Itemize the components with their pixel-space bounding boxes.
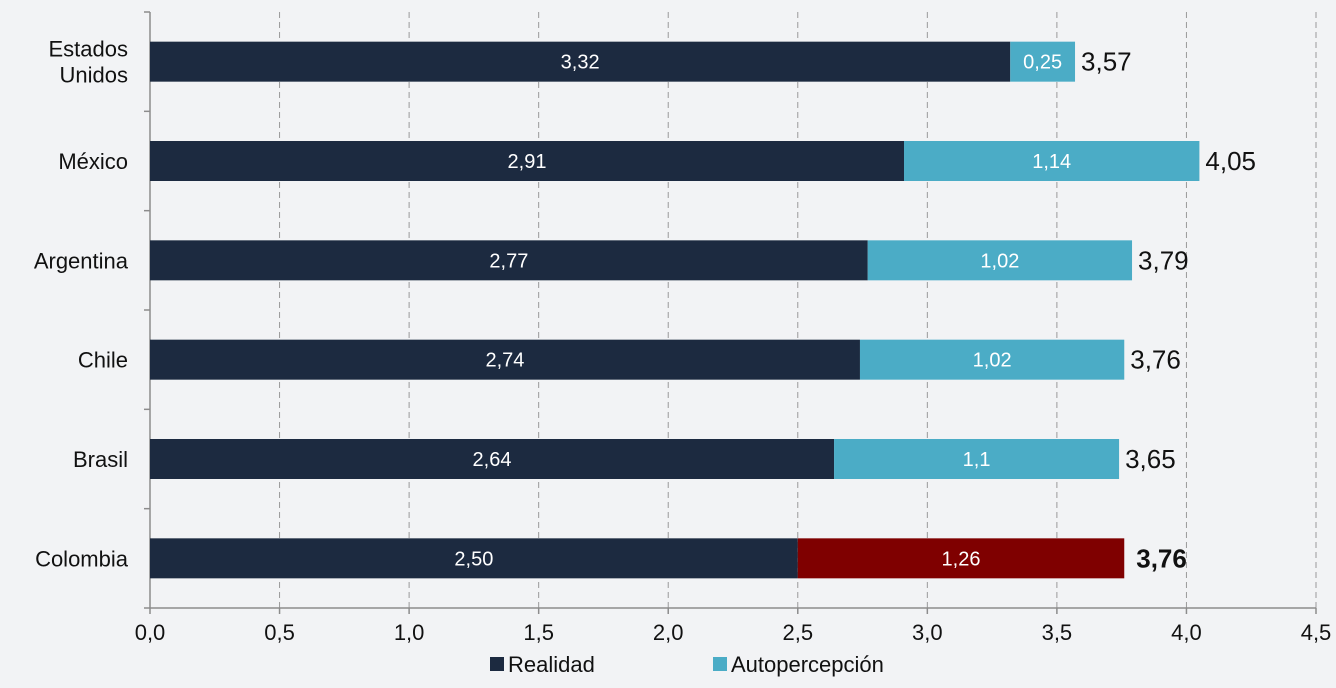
category-label-line: Brasil — [73, 447, 128, 472]
category-label-line: Estados — [49, 37, 129, 62]
category-label: Brasil — [73, 447, 128, 472]
legend-label: Realidad — [508, 652, 595, 677]
data-label-autopercepcion: 1,26 — [942, 548, 981, 570]
bar-autopercepcion — [867, 240, 1133, 281]
total-label: 3,76 — [1136, 543, 1187, 573]
legend-label: Autopercepción — [731, 652, 884, 677]
category-label: Argentina — [34, 248, 129, 273]
grid-lines — [279, 12, 1317, 608]
bar-autopercepcion — [797, 538, 1125, 579]
x-tick-label: 2,0 — [653, 620, 684, 645]
total-label: 3,57 — [1081, 47, 1132, 77]
data-label-autopercepcion: 1,02 — [980, 250, 1019, 272]
category-label-line: Argentina — [34, 248, 129, 273]
data-label-autopercepcion: 0,25 — [1023, 52, 1062, 74]
x-tick-label: 1,0 — [394, 620, 425, 645]
x-tick-label: 4,5 — [1301, 620, 1332, 645]
category-label: Colombia — [35, 546, 129, 571]
bar-realidad — [150, 439, 835, 479]
bar-realidad — [150, 141, 905, 181]
category-label-line: México — [58, 149, 128, 174]
x-tick-label: 3,5 — [1042, 620, 1073, 645]
bar-autopercepcion — [904, 141, 1200, 181]
x-tick-label: 0,5 — [264, 620, 295, 645]
bar-realidad — [150, 41, 1011, 82]
legend: Realidad Autopercepción — [490, 652, 884, 677]
data-label-autopercepcion: 1,14 — [1032, 151, 1071, 173]
data-label-realidad: 2,91 — [508, 151, 547, 173]
labels: Estados Unidos México Argentina Chile Brasil C… — [34, 37, 1256, 574]
legend-swatch — [490, 657, 504, 671]
category-label-line: Unidos — [60, 63, 128, 88]
bar-autopercepcion — [834, 439, 1120, 479]
bar-realidad — [150, 240, 868, 281]
legend-swatch — [713, 657, 727, 671]
x-tick-label: 0,0 — [135, 620, 166, 645]
category-label: Chile — [78, 348, 128, 373]
bar-realidad — [150, 538, 798, 579]
x-tick-label: 1,5 — [523, 620, 554, 645]
total-label: 3,76 — [1130, 345, 1181, 375]
total-label: 4,05 — [1205, 146, 1256, 176]
data-label-realidad: 2,74 — [486, 350, 525, 372]
total-label: 3,79 — [1138, 245, 1189, 275]
data-label-realidad: 2,77 — [489, 250, 528, 272]
category-label-line: Colombia — [35, 546, 129, 571]
bar-realidad — [150, 339, 860, 380]
bar-autopercepcion — [1010, 41, 1076, 82]
data-label-autopercepcion: 1,1 — [963, 449, 991, 471]
x-tick-label: 3,0 — [912, 620, 943, 645]
total-label: 3,65 — [1125, 444, 1176, 474]
x-tick-label: 2,5 — [782, 620, 813, 645]
data-label-realidad: 2,64 — [473, 449, 512, 471]
bars — [150, 41, 1200, 579]
category-label: México — [58, 149, 128, 174]
axes: 0,0 0,5 1,0 1,5 2,0 2,5 3,0 3,5 4,0 4,5 — [135, 11, 1332, 645]
category-label-line: Chile — [78, 348, 128, 373]
category-label: Estados Unidos — [49, 37, 129, 88]
bar-autopercepcion — [859, 339, 1125, 380]
data-label-realidad: 2,50 — [454, 548, 493, 570]
data-label-autopercepcion: 1,02 — [973, 350, 1012, 372]
x-tick-label: 4,0 — [1171, 620, 1202, 645]
data-label-realidad: 3,32 — [561, 52, 600, 74]
